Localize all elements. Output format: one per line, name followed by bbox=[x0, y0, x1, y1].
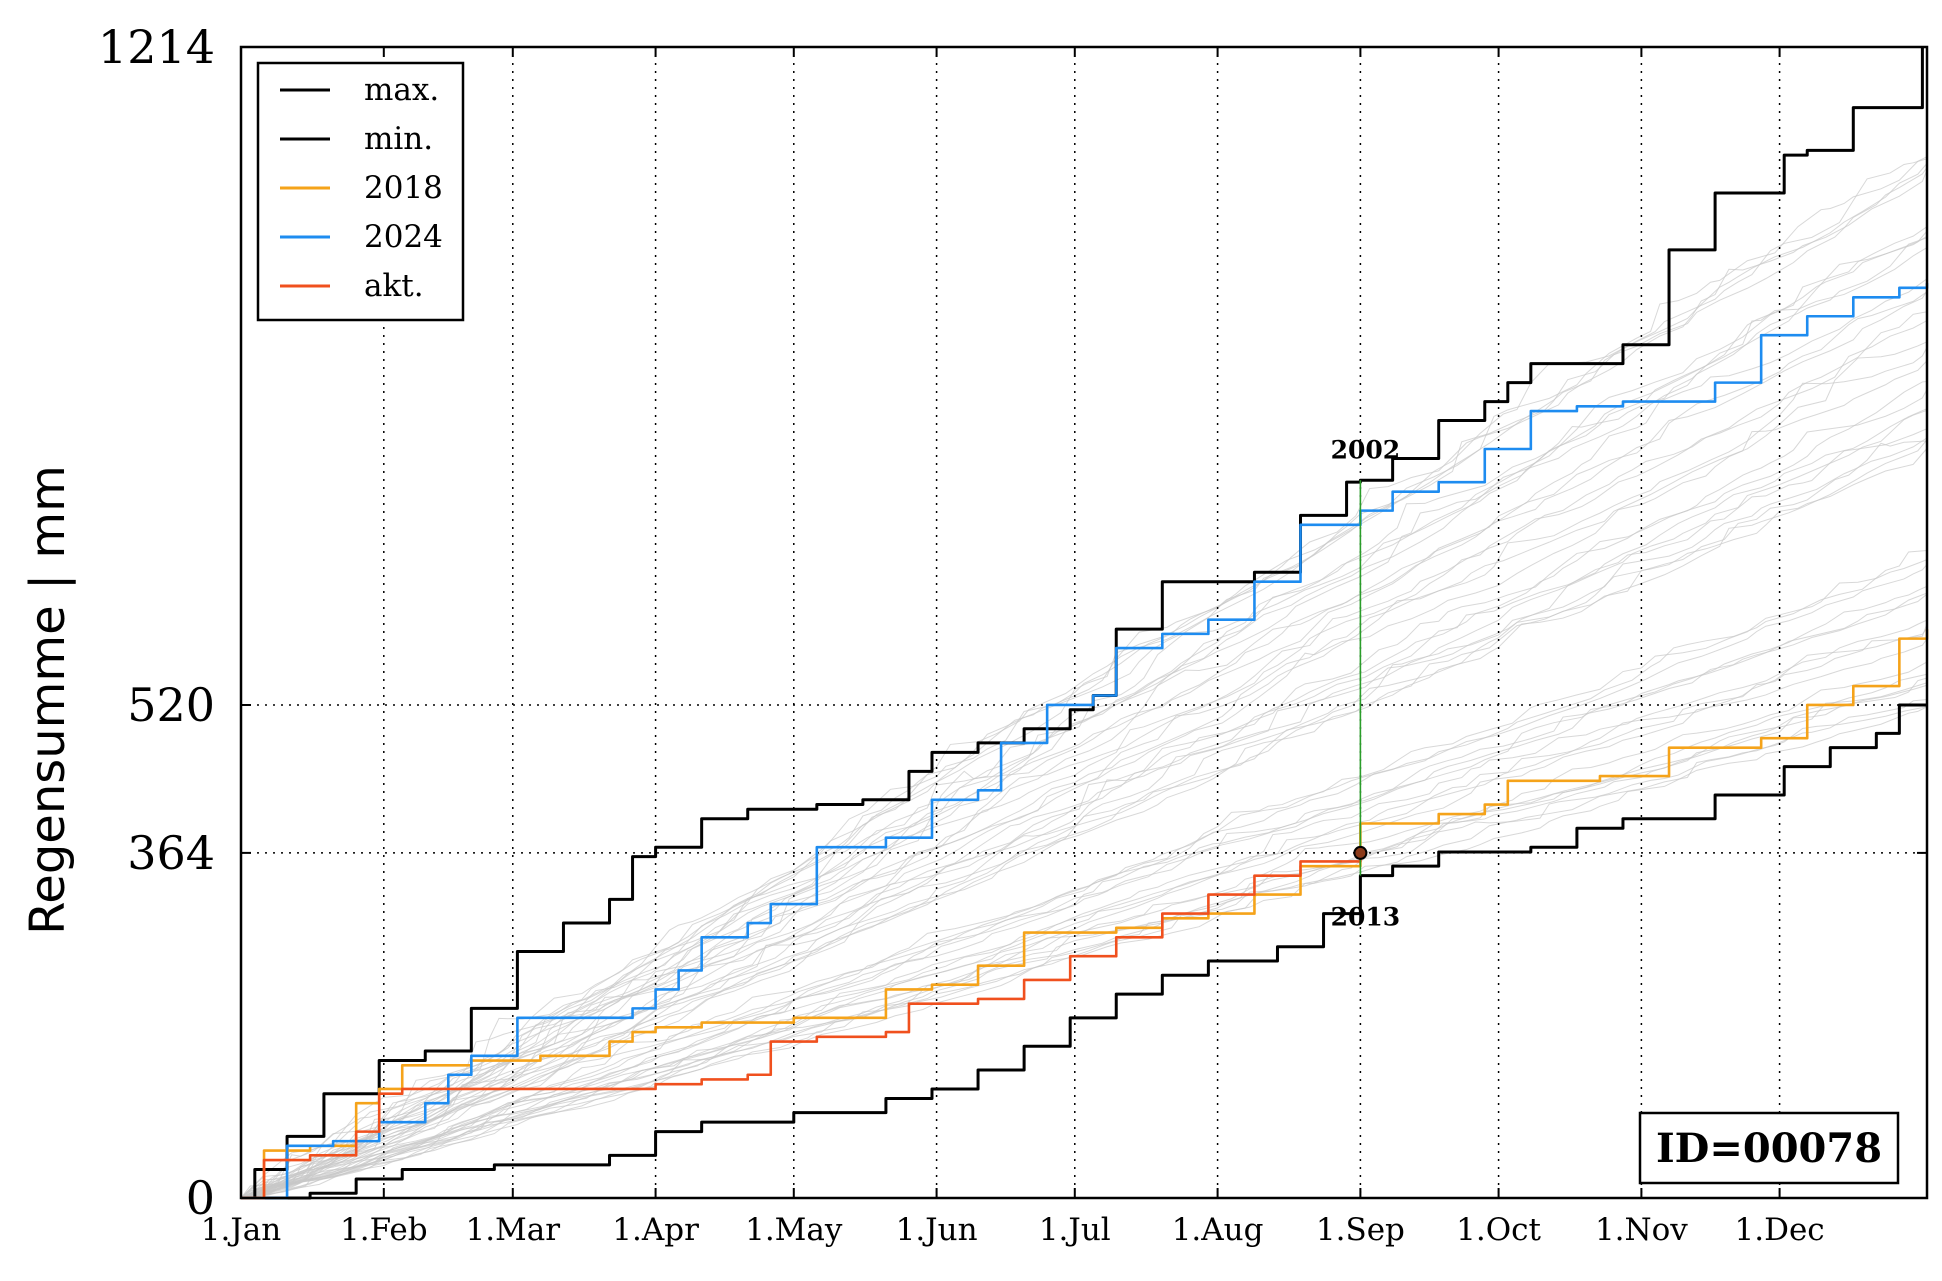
year-annotations: 2002 2013 bbox=[1331, 435, 1401, 931]
historical-year-line bbox=[240, 619, 1928, 1199]
current-value-marker bbox=[1353, 845, 1368, 860]
historical-year-line bbox=[240, 706, 1928, 1199]
historical-year-line bbox=[240, 564, 1928, 1199]
historical-year-line bbox=[240, 684, 1928, 1199]
historical-year-line bbox=[240, 158, 1928, 1199]
legend-label: min. bbox=[364, 121, 433, 157]
historical-year-line bbox=[240, 585, 1928, 1199]
historical-year-line bbox=[240, 156, 1928, 1199]
historical-year-line bbox=[240, 428, 1928, 1199]
legend-label: 2018 bbox=[364, 170, 443, 206]
x-tick-label: 1.Jul bbox=[1039, 1212, 1111, 1248]
historical-year-line bbox=[240, 320, 1928, 1199]
legend-label: 2024 bbox=[364, 219, 443, 255]
legend: max. min. 2018 2024 akt. bbox=[256, 61, 465, 322]
historical-year-line bbox=[240, 448, 1928, 1199]
historical-years-lines bbox=[240, 156, 1928, 1199]
x-tick-label: 1.May bbox=[745, 1212, 843, 1248]
historical-year-line bbox=[240, 226, 1928, 1199]
series-line-min bbox=[241, 703, 1927, 1200]
legend-label: max. bbox=[364, 72, 439, 108]
historical-year-line bbox=[240, 290, 1928, 1199]
series-line-2024 bbox=[241, 283, 1929, 1200]
x-tick-label: 1.Feb bbox=[340, 1212, 428, 1248]
historical-year-line bbox=[240, 698, 1928, 1199]
x-tick-label: 1.Aug bbox=[1172, 1212, 1264, 1248]
plot-frame bbox=[239, 45, 1929, 1200]
series-line-max bbox=[241, 47, 1924, 1200]
x-tick-label: 1.Sep bbox=[1316, 1212, 1405, 1248]
historical-year-line bbox=[240, 706, 1928, 1199]
annotation-2002: 2002 bbox=[1331, 435, 1401, 464]
historical-year-line bbox=[240, 437, 1928, 1199]
x-tick-label: 1.Oct bbox=[1456, 1212, 1541, 1248]
legend-label: akt. bbox=[364, 268, 424, 304]
historical-year-line bbox=[240, 235, 1928, 1199]
y-tick-label: 1214 bbox=[98, 20, 215, 74]
y-tick-label: 520 bbox=[127, 678, 215, 732]
legend-frame bbox=[256, 61, 465, 322]
historical-year-line bbox=[240, 408, 1928, 1199]
historical-year-line bbox=[240, 360, 1928, 1199]
historical-year-line bbox=[240, 623, 1928, 1199]
y-tick-label: 0 bbox=[186, 1171, 215, 1225]
historical-year-line bbox=[240, 311, 1928, 1199]
historical-year-line bbox=[240, 440, 1928, 1199]
historical-year-line bbox=[240, 592, 1928, 1199]
x-tick-label: 1.Jan bbox=[201, 1212, 281, 1248]
station-id-box: ID=00078 bbox=[1638, 1111, 1900, 1185]
station-id-label: ID=00078 bbox=[1656, 1125, 1882, 1172]
annotation-2013: 2013 bbox=[1331, 903, 1401, 932]
historical-year-line bbox=[240, 389, 1928, 1199]
historical-year-line bbox=[240, 559, 1928, 1199]
historical-year-line bbox=[240, 439, 1928, 1199]
historical-year-line bbox=[240, 593, 1928, 1199]
x-tick-label: 1.Jun bbox=[896, 1212, 978, 1248]
grid-lines bbox=[241, 47, 1927, 1198]
y-axis-label: Regensumme | mm bbox=[20, 465, 76, 935]
x-tick-label: 1.Dec bbox=[1735, 1212, 1825, 1248]
series-lines bbox=[241, 47, 1929, 1200]
x-tick-label: 1.Apr bbox=[612, 1212, 699, 1248]
x-tick-label: 1.Nov bbox=[1595, 1212, 1688, 1248]
historical-year-line bbox=[240, 169, 1928, 1199]
y-tick-label: 364 bbox=[127, 826, 215, 880]
series-line-akt bbox=[241, 852, 1362, 1200]
historical-year-line bbox=[240, 291, 1928, 1199]
x-tick-label: 1.Mar bbox=[465, 1212, 560, 1248]
axis-ticks: 1.Jan 1.Feb 1.Mar 1.Apr 1.May 1.Jun 1.Jul 1.Aug… bbox=[98, 20, 1927, 1248]
historical-year-line bbox=[240, 381, 1928, 1199]
series-line-2018 bbox=[241, 629, 1929, 1200]
station-id-box-frame bbox=[1638, 1111, 1900, 1185]
